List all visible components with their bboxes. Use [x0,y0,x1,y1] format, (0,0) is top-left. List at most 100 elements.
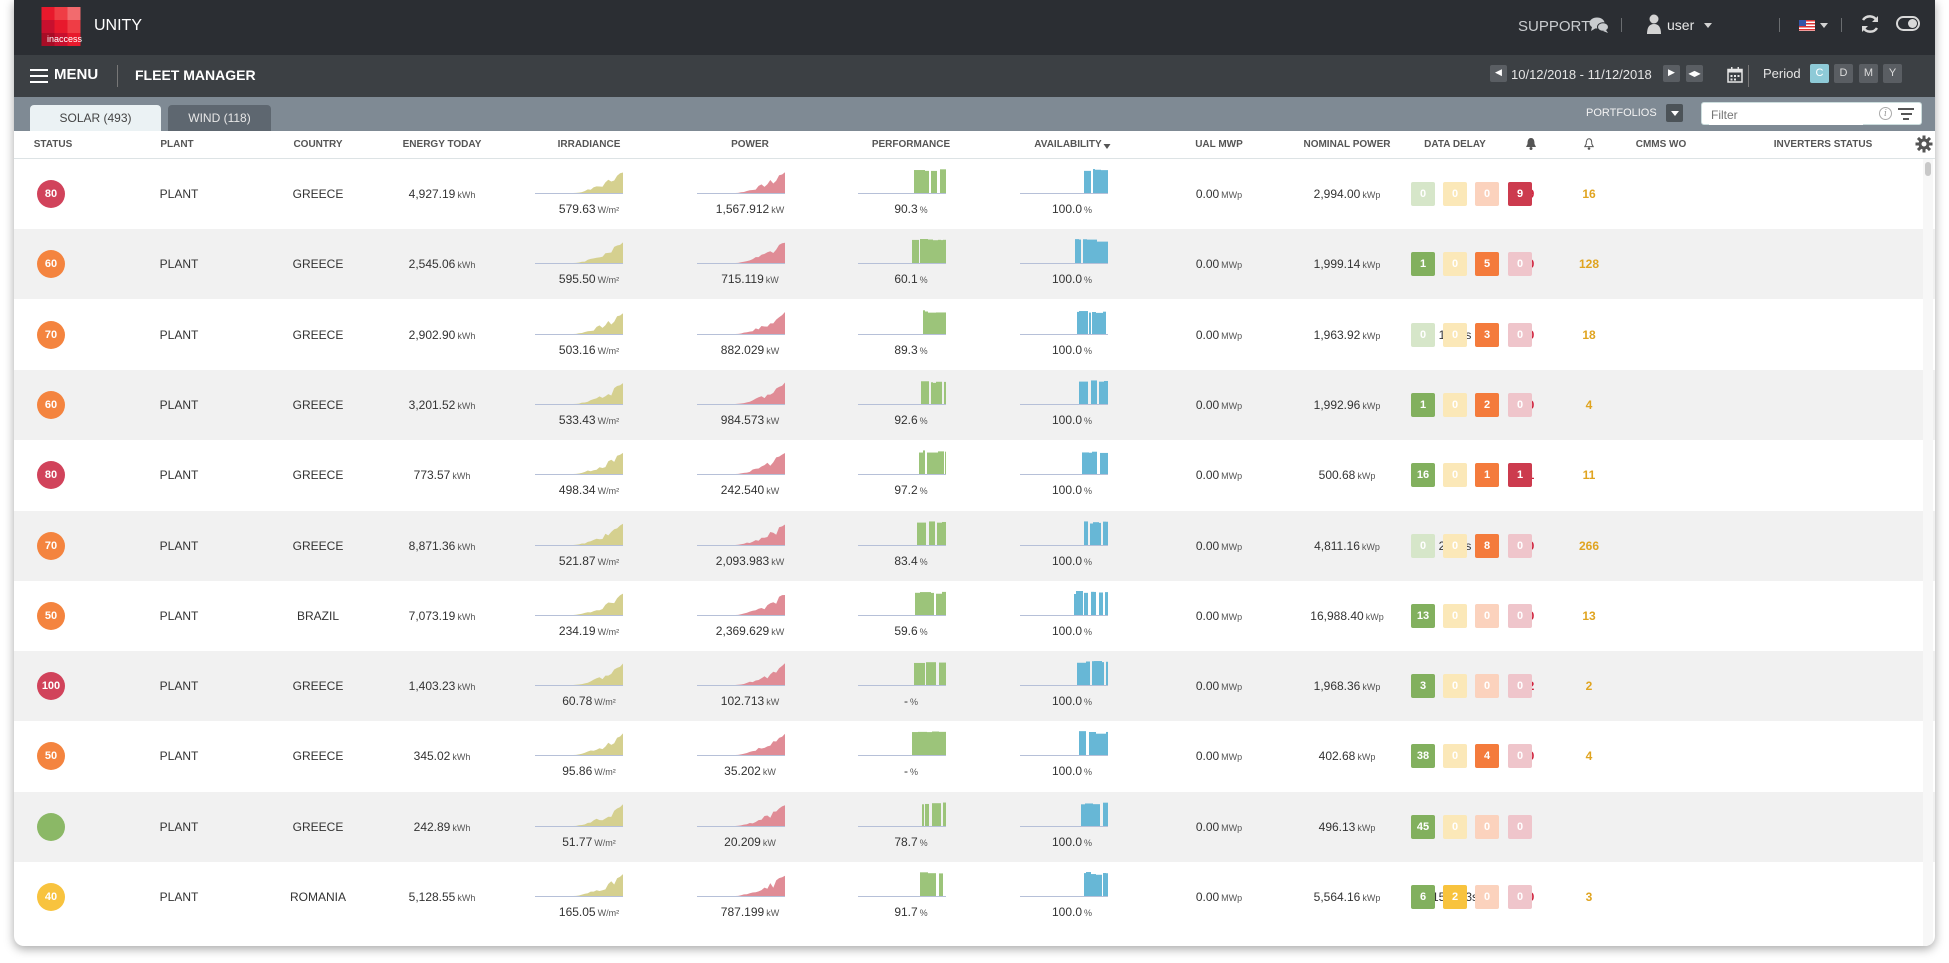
table-row[interactable]: 60 PLANT GREECE 3,201.52 kWh 533.43 W/m² 984.57… [14,369,1935,440]
warning-alarms-count[interactable]: 13 [1582,608,1596,623]
col-data-delay[interactable]: DATA DELAY [1424,139,1486,150]
inverter-status-box[interactable]: 0 [1443,814,1467,839]
inverter-status-box[interactable]: 0 [1443,322,1467,347]
user-icon[interactable] [1647,14,1661,34]
filter-input[interactable] [1709,104,1863,125]
date-range[interactable]: 10/12/2018 - 11/12/2018 [1511,67,1652,82]
table-row[interactable]: 70 PLANT GREECE 2,902.90 kWh 503.16 W/m² 882.02… [14,300,1935,370]
plant-name[interactable]: PLANT [159,890,199,904]
warning-alarms-count[interactable]: 18 [1582,327,1596,342]
plant-name[interactable]: PLANT [159,327,199,342]
menu-button[interactable]: MENU [54,66,99,83]
language-caret-icon[interactable] [1820,23,1828,28]
inaccess-logo[interactable] [41,7,88,47]
inverter-status-box[interactable]: 9 [1508,182,1532,206]
bell-outline-icon[interactable] [1583,138,1595,150]
inverter-status-box[interactable]: 0 [1508,322,1532,347]
next-date-button[interactable]: ▶ [1663,65,1680,82]
inverter-status-box[interactable]: 2 [1475,392,1499,417]
col-availability[interactable]: AVAILABILITY [1034,139,1102,150]
gear-icon[interactable] [1915,135,1933,153]
col-energy-today[interactable]: ENERGY TODAY [402,139,482,150]
plant-name[interactable]: PLANT [159,468,199,483]
inverter-status-box[interactable]: 13 [1411,603,1435,628]
warning-alarms-count[interactable]: 16 [1582,187,1596,201]
inverter-status-box[interactable]: 3 [1411,674,1435,699]
col-cmms-wo[interactable]: CMMS WO [1635,139,1687,150]
inverter-status-box[interactable]: 0 [1443,533,1467,558]
inverter-status-box[interactable]: 3 [1475,322,1499,347]
inverter-status-box[interactable]: 0 [1443,744,1467,769]
inverter-status-box[interactable]: 16 [1411,463,1435,488]
scrollbar[interactable] [1923,159,1933,946]
plant-name[interactable]: PLANT [159,608,199,623]
table-row[interactable]: 40 PLANT ROMANIA 5,128.55 kWh 165.05 W/m² 787.1… [14,862,1935,932]
warning-alarms-count[interactable]: 11 [1582,468,1596,483]
inverter-status-box[interactable]: 0 [1508,603,1532,628]
plant-name[interactable]: PLANT [159,679,199,694]
col-status[interactable]: STATUS [33,139,73,150]
plant-name[interactable]: PLANT [159,187,199,201]
col-nominal-power[interactable]: NOMINAL POWER [1303,139,1391,150]
inverter-status-box[interactable]: 0 [1475,182,1499,206]
plant-name[interactable]: PLANT [159,397,199,412]
user-caret-icon[interactable] [1704,23,1712,28]
inverter-status-box[interactable]: 0 [1443,603,1467,628]
sort-desc-icon[interactable] [1103,143,1111,150]
tab-solar[interactable]: SOLAR (493) [30,105,161,131]
table-row[interactable]: 100 PLANT GREECE 1,403.23 kWh 60.78 W/m² 102.71… [14,651,1935,722]
warning-alarms-count[interactable]: 2 [1585,679,1593,694]
period-c-button[interactable]: C [1810,64,1829,83]
portfolios-dropdown-button[interactable] [1666,104,1683,122]
table-row[interactable]: 80 PLANT GREECE 4,927.19 kWh 579.63 W/m² 1,567.… [14,159,1935,229]
inverter-status-box[interactable]: 38 [1411,744,1435,769]
table-row[interactable]: 50 PLANT BRAZIL 7,073.19 kWh 234.19 W/m² 2,369.… [14,581,1935,651]
plant-name[interactable]: PLANT [159,257,199,272]
portfolios-label[interactable]: PORTFOLIOS [1586,107,1657,119]
inverter-status-box[interactable]: 0 [1508,744,1532,769]
info-icon[interactable]: i [1879,107,1892,120]
inverter-status-box[interactable]: 5 [1475,252,1499,277]
inverter-status-box[interactable]: 0 [1443,463,1467,488]
table-row[interactable]: PLANT GREECE 242.89 kWh 51.77 W/m² 20.209 kW 78.… [14,791,1935,862]
plant-name[interactable]: PLANT [159,749,199,764]
warning-alarms-count[interactable]: 266 [1578,538,1600,553]
hamburger-icon[interactable] [30,69,48,83]
inverter-status-box[interactable]: 45 [1411,814,1435,839]
col-power[interactable]: POWER [731,139,769,150]
table-row[interactable]: 50 PLANT GREECE 345.02 kWh 95.86 W/m² 35.202 kW -… [14,721,1935,791]
inverter-status-box[interactable]: 0 [1475,674,1499,699]
col-ual-mwp[interactable]: UAL MWP [1195,139,1243,150]
inverter-status-box[interactable]: 0 [1508,674,1532,699]
prev-date-button[interactable]: ◀ [1490,65,1507,82]
inverter-status-box[interactable]: 0 [1443,674,1467,699]
inverter-status-box[interactable]: 0 [1443,392,1467,417]
support-link[interactable]: SUPPORT [1518,18,1591,35]
inverter-status-box[interactable]: 1 [1411,252,1435,277]
us-flag-icon[interactable] [1799,20,1815,31]
inverter-status-box[interactable]: 0 [1443,252,1467,277]
scrollbar-thumb[interactable] [1925,162,1931,176]
inverter-status-box[interactable]: 0 [1475,814,1499,839]
bell-filled-icon[interactable] [1526,138,1537,150]
inverter-status-box[interactable]: 1 [1411,392,1435,417]
plant-name[interactable]: PLANT [159,819,199,834]
inverter-status-box[interactable]: 0 [1411,322,1435,347]
inverter-status-box[interactable]: 1 [1508,463,1532,488]
table-row[interactable]: 70 PLANT GREECE 8,871.36 kWh 521.87 W/m² 2,093.… [14,510,1935,581]
warning-alarms-count[interactable]: 4 [1585,397,1593,412]
inverter-status-box[interactable]: 6 [1411,885,1435,909]
col-irradiance[interactable]: IRRADIANCE [557,139,621,150]
col-performance[interactable]: PERFORMANCE [871,139,951,150]
plant-name[interactable]: PLANT [159,538,199,553]
chat-bubbles-icon[interactable] [1589,17,1609,34]
user-menu[interactable]: user [1667,17,1695,33]
period-d-button[interactable]: D [1834,64,1853,83]
warning-alarms-count[interactable]: 4 [1585,749,1593,764]
period-y-button[interactable]: Y [1883,64,1902,83]
inverter-status-box[interactable]: 0 [1508,814,1532,839]
inverter-status-box[interactable]: 0 [1508,392,1532,417]
col-inverters-status[interactable]: INVERTERS STATUS [1773,139,1873,150]
inverter-status-box[interactable]: 1 [1475,463,1499,488]
tab-wind[interactable]: WIND (118) [168,105,271,131]
